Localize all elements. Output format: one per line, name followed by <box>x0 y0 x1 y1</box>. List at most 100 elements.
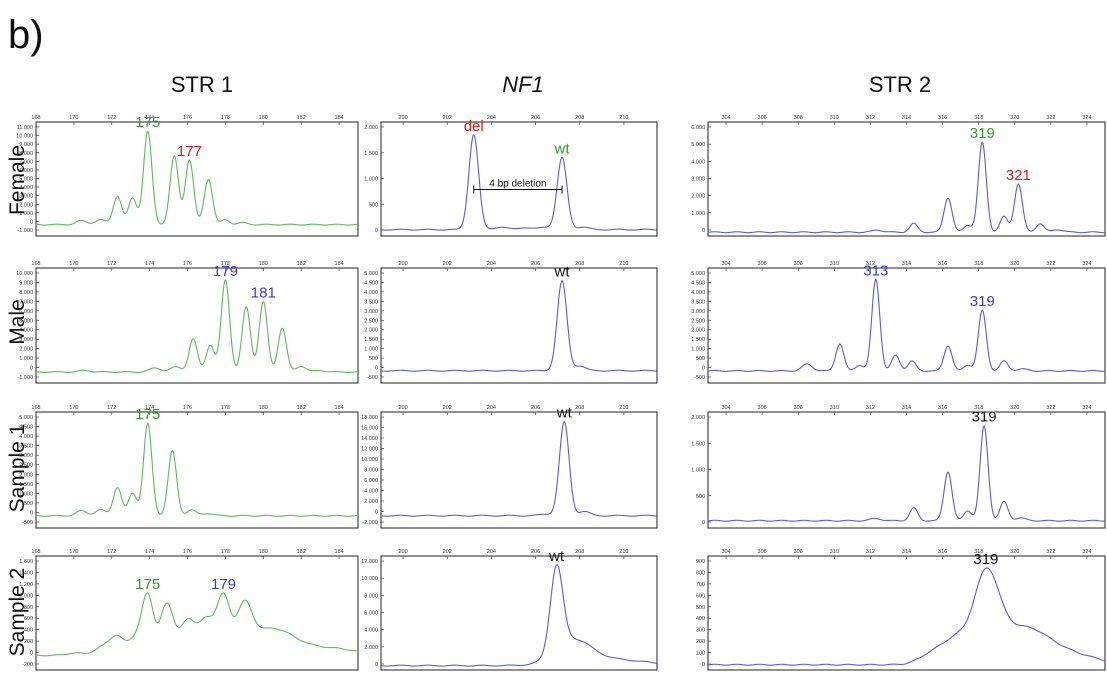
plot-frame <box>707 267 1106 384</box>
y-tick-label: 8.000 <box>19 290 33 296</box>
y-tick-label: 2.500 <box>19 463 33 469</box>
x-tick-label: 180 <box>259 115 268 121</box>
x-tick-label: 168 <box>31 261 40 267</box>
y-tick-label: 4.500 <box>364 280 378 286</box>
peak-label: 319 <box>970 293 995 310</box>
peak-label: 175 <box>135 576 160 593</box>
peak-label: 177 <box>177 143 202 160</box>
x-tick-label: 308 <box>794 261 803 267</box>
y-tick-label: 4.000 <box>691 159 705 165</box>
x-tick-label: 200 <box>398 549 407 555</box>
y-tick-label: 500 <box>369 202 378 208</box>
y-tick-label: 200 <box>24 639 33 645</box>
y-tick-label: 0 <box>30 219 33 225</box>
x-tick-label: 318 <box>974 405 983 411</box>
y-tick-label: -500 <box>22 520 33 526</box>
y-tick-label: 7.000 <box>19 299 33 305</box>
signal-trace <box>707 424 1106 522</box>
y-tick-label: 3.000 <box>19 194 33 200</box>
peak-label: wt <box>554 140 571 157</box>
x-tick-label: 304 <box>721 261 730 267</box>
y-tick-label: 4.000 <box>19 328 33 334</box>
column-title-str1: STR 1 <box>171 72 233 97</box>
y-tick-label: 1.000 <box>364 347 378 353</box>
signal-trace <box>707 141 1106 234</box>
plot-frame <box>380 121 658 237</box>
x-tick-label: 180 <box>259 405 268 411</box>
y-tick-label: 1.500 <box>691 337 705 343</box>
plot-frame <box>380 555 658 671</box>
signal-trace <box>380 134 658 231</box>
plot-frame <box>707 555 1106 671</box>
x-tick-label: 304 <box>721 405 730 411</box>
y-tick-label: 5.000 <box>691 271 705 277</box>
y-tick-label: 1.000 <box>19 356 33 362</box>
y-tick-label: 12.000 <box>361 559 378 565</box>
x-tick-label: 314 <box>902 261 911 267</box>
y-tick-label: 3.000 <box>691 177 705 183</box>
y-tick-label: 0 <box>702 662 705 668</box>
nf1-sample-1-chart: 200 202 204 206 208 210 18.000 16.000 14.000 12.0… <box>361 405 658 529</box>
y-tick-label: 3.000 <box>364 309 378 315</box>
x-tick-label: 312 <box>866 261 875 267</box>
y-tick-label: 5.000 <box>364 271 378 277</box>
plot-frame <box>35 411 359 529</box>
y-tick-label: 14.000 <box>361 436 378 442</box>
x-tick-label: 170 <box>69 115 78 121</box>
x-tick-label: 202 <box>443 405 452 411</box>
x-tick-label: 208 <box>575 549 584 555</box>
y-tick-label: 2.000 <box>364 499 378 505</box>
y-tick-label: 10.000 <box>361 576 378 582</box>
y-tick-label: 4.000 <box>364 290 378 296</box>
x-tick-label: 204 <box>487 549 496 555</box>
electropherogram-grid: 168 170 172 174 176 178 180 182 184 11.000 10.000 9… <box>16 114 1106 671</box>
y-tick-label: 1.000 <box>691 211 705 217</box>
plot-frame <box>35 555 359 671</box>
signal-trace <box>35 130 359 226</box>
y-tick-label: 4.000 <box>691 290 705 296</box>
x-tick-label: 176 <box>183 549 192 555</box>
nf1-sample-2-chart: 200 202 204 206 208 210 12.000 10.000 8.000 6.000… <box>361 548 658 671</box>
y-tick-label: 4.500 <box>19 425 33 431</box>
str-1-sample-2-chart: 168 170 172 174 176 178 180 182 184 1.600 1.400 1.2… <box>19 549 359 671</box>
x-tick-label: 318 <box>974 261 983 267</box>
x-tick-label: 184 <box>334 549 343 555</box>
x-tick-label: 204 <box>487 405 496 411</box>
y-tick-label: -200 <box>22 662 33 668</box>
y-tick-label: 500 <box>696 356 705 362</box>
x-tick-label: 174 <box>145 115 154 121</box>
y-tick-label: 4.500 <box>691 280 705 286</box>
y-tick-label: 4.000 <box>19 185 33 191</box>
y-tick-label: 6.000 <box>691 125 705 131</box>
x-tick-label: 324 <box>1082 115 1091 121</box>
x-tick-label: 314 <box>902 405 911 411</box>
x-tick-label: 202 <box>443 549 452 555</box>
peak-label: 179 <box>213 263 238 280</box>
str-2-sample-1-chart: 304 306 308 310 312 314 316 318 320 322 324 2.000 1.… <box>691 405 1106 529</box>
x-tick-label: 320 <box>1010 405 1019 411</box>
y-tick-label: 1.000 <box>19 593 33 599</box>
nf1-female-chart: 200 202 204 206 208 210 2.000 1.500 1.000 500 0 del… <box>364 115 658 237</box>
y-tick-label: 0 <box>702 228 705 234</box>
peak-label: wt <box>548 548 565 565</box>
y-tick-label: 0 <box>702 366 705 372</box>
y-tick-label: 1.500 <box>364 151 378 157</box>
y-tick-label: 2.000 <box>364 328 378 334</box>
y-tick-label: 6.000 <box>364 478 378 484</box>
x-tick-label: 172 <box>107 261 116 267</box>
y-tick-label: 0 <box>375 366 378 372</box>
x-tick-label: 200 <box>398 115 407 121</box>
str-2-sample-2-chart: 304 306 308 310 312 314 316 318 320 322 324 900 800 7… <box>696 549 1106 671</box>
y-tick-label: 3.500 <box>691 299 705 305</box>
x-tick-label: 170 <box>69 549 78 555</box>
y-tick-label: 2.500 <box>364 318 378 324</box>
x-tick-label: 306 <box>758 549 767 555</box>
peak-label: 319 <box>973 551 998 568</box>
y-tick-label: 5.000 <box>19 415 33 421</box>
x-tick-label: 304 <box>721 115 730 121</box>
y-tick-label: 1.000 <box>364 177 378 183</box>
peak-label: del <box>464 118 484 135</box>
x-tick-label: 312 <box>866 405 875 411</box>
y-tick-label: 6.000 <box>19 309 33 315</box>
